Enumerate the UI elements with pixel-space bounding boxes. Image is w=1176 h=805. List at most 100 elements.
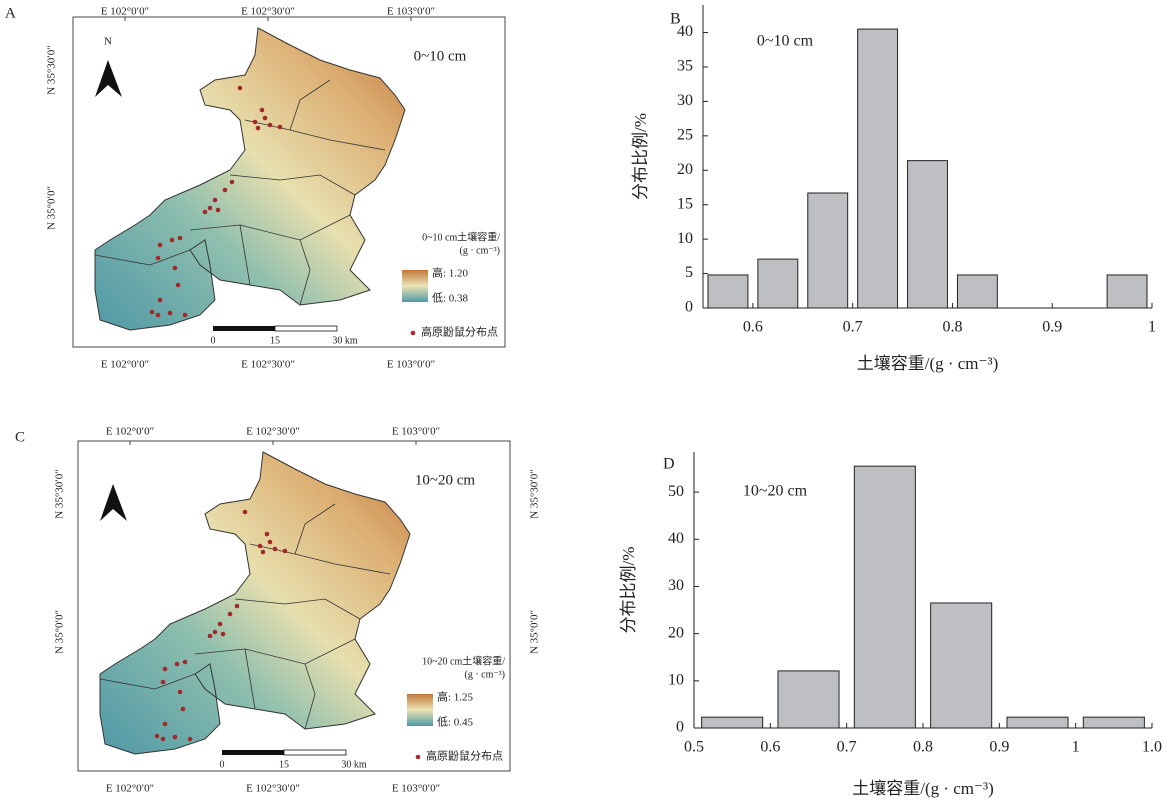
x-tick-label: 0.7 bbox=[843, 319, 863, 336]
histogram-bar bbox=[1083, 717, 1144, 728]
y-tick-label: 50 bbox=[668, 483, 684, 500]
longitude-label: E 103°0′0″ bbox=[392, 426, 440, 438]
legend-point bbox=[416, 755, 421, 760]
panel-letter: B bbox=[670, 11, 681, 28]
sample-point bbox=[273, 547, 278, 552]
longitude-label: E 102°0′0″ bbox=[101, 6, 149, 18]
histogram-bar bbox=[908, 161, 948, 308]
histogram-bar bbox=[957, 275, 997, 308]
y-tick-label: 30 bbox=[668, 577, 684, 594]
sample-point bbox=[258, 544, 263, 549]
histogram-bar bbox=[808, 193, 848, 308]
sample-point bbox=[156, 256, 161, 261]
sample-point bbox=[278, 125, 283, 130]
sample-point bbox=[263, 116, 268, 121]
y-tick-label: 30 bbox=[677, 92, 693, 109]
scale-label: 30 km bbox=[341, 759, 367, 770]
longitude-label: E 102°30′0″ bbox=[241, 6, 295, 18]
y-tick-label: 25 bbox=[677, 127, 693, 144]
sample-point bbox=[213, 630, 218, 635]
x-tick-label: 0.8 bbox=[913, 739, 933, 756]
sample-point bbox=[173, 266, 178, 271]
figure: A0~10 cmNE 102°0′0″E 102°0′0″E 102°30′0″… bbox=[0, 0, 1176, 805]
sample-point bbox=[238, 86, 243, 91]
histogram-bar bbox=[858, 29, 898, 308]
legend-points-label: 高原鼢鼠分布点 bbox=[421, 325, 498, 339]
scale-bar-black bbox=[222, 750, 284, 755]
sample-point bbox=[208, 634, 213, 639]
legend-high: 高: 1.25 bbox=[437, 690, 474, 704]
sample-point bbox=[256, 126, 261, 131]
sample-point bbox=[203, 210, 208, 215]
sample-point bbox=[218, 622, 223, 627]
y-axis-title: 分布比例/% bbox=[631, 113, 650, 200]
sample-point bbox=[156, 313, 161, 318]
sample-point bbox=[158, 298, 163, 303]
sample-point bbox=[168, 311, 173, 316]
legend-title: (g · cm⁻³) bbox=[460, 245, 500, 256]
longitude-label: E 103°0′0″ bbox=[387, 359, 435, 371]
histogram-bar bbox=[702, 717, 763, 728]
y-tick-label: 20 bbox=[668, 624, 684, 641]
longitude-label: E 102°30′0″ bbox=[241, 359, 295, 371]
sample-point bbox=[178, 690, 183, 695]
sample-point bbox=[158, 243, 163, 248]
legend-title: 0~10 cm土壤容重/ bbox=[422, 230, 500, 243]
sample-point bbox=[223, 188, 228, 193]
y-tick-label: 10 bbox=[668, 671, 684, 688]
sample-point bbox=[161, 680, 166, 685]
y-tick-label: 15 bbox=[677, 195, 693, 212]
sample-point bbox=[265, 532, 270, 537]
legend-low: 低: 0.38 bbox=[432, 292, 469, 305]
north-arrow bbox=[95, 60, 122, 97]
scale-label: 0 bbox=[220, 759, 225, 770]
histogram-bar bbox=[1007, 717, 1068, 728]
depth-label: 10~20 cm bbox=[415, 472, 476, 488]
sample-point bbox=[170, 238, 175, 243]
histogram-bar bbox=[758, 259, 798, 308]
legend-high: 高: 1.20 bbox=[432, 266, 469, 280]
panel-letter: C bbox=[15, 429, 25, 445]
x-tick-label: 0.9 bbox=[989, 739, 1009, 756]
sample-point bbox=[261, 550, 266, 555]
scale-label: 30 km bbox=[332, 335, 358, 346]
x-tick-label: 0.6 bbox=[743, 319, 763, 336]
x-tick-label: 1 bbox=[1148, 319, 1156, 336]
longitude-label: E 102°30′0″ bbox=[246, 783, 300, 795]
x-tick-label: 0.5 bbox=[684, 739, 704, 756]
sample-point bbox=[228, 612, 233, 617]
annotation: 10~20 cm bbox=[743, 483, 808, 500]
north-label: N bbox=[104, 36, 112, 48]
latitude-label: N 35°0′0″ bbox=[54, 610, 66, 654]
histogram-bar bbox=[778, 671, 839, 728]
legend-points-label: 高原鼢鼠分布点 bbox=[426, 749, 503, 763]
x-tick-label: 0.7 bbox=[837, 739, 857, 756]
sample-point bbox=[213, 198, 218, 203]
sample-point bbox=[268, 123, 273, 128]
x-tick-label: 0.9 bbox=[1042, 319, 1062, 336]
scale-label: 15 bbox=[270, 335, 280, 346]
longitude-label: E 103°0′0″ bbox=[387, 6, 435, 18]
longitude-label: E 102°0′0″ bbox=[101, 359, 149, 371]
map-panel: C10~20 cmE 102°0′0″E 102°0′0″E 102°30′0″… bbox=[15, 426, 541, 795]
sample-point bbox=[283, 549, 288, 554]
sample-point bbox=[183, 660, 188, 665]
y-tick-label: 5 bbox=[685, 264, 693, 281]
panel-letter: D bbox=[663, 456, 675, 473]
north-arrow bbox=[100, 484, 127, 521]
sample-point bbox=[230, 180, 235, 185]
sample-point bbox=[208, 206, 213, 211]
y-tick-label: 0 bbox=[676, 719, 684, 736]
sample-point bbox=[183, 313, 188, 318]
panel-letter: A bbox=[5, 5, 16, 21]
sample-point bbox=[161, 737, 166, 742]
scale-bar-black bbox=[213, 326, 275, 331]
x-axis-title: 土壤容重/(g · cm⁻³) bbox=[852, 778, 994, 798]
y-tick-label: 20 bbox=[677, 161, 693, 178]
legend-point bbox=[411, 331, 416, 336]
latitude-label: N 35°30′0″ bbox=[529, 469, 541, 519]
longitude-label: E 102°30′0″ bbox=[246, 426, 300, 438]
sample-point bbox=[268, 540, 273, 545]
sample-point bbox=[175, 662, 180, 667]
